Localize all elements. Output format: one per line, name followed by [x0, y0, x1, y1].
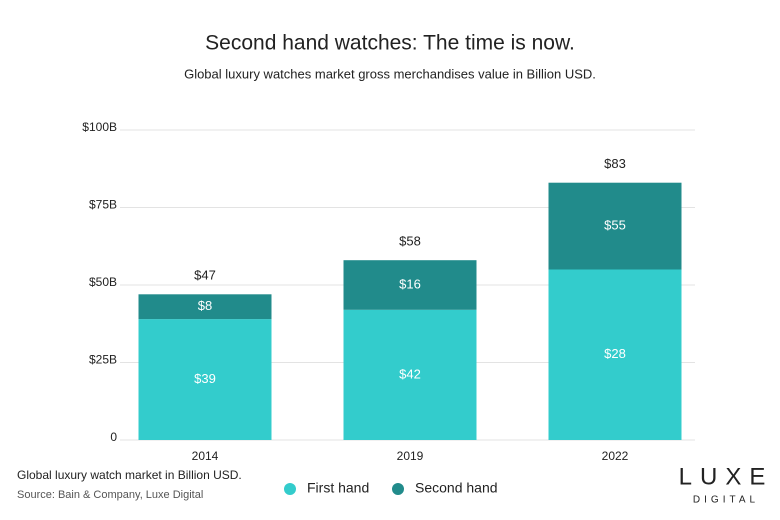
legend-swatch: [284, 483, 296, 495]
value-label: $8: [198, 298, 212, 313]
value-label: $39: [194, 371, 216, 386]
x-tick-label: 2014: [192, 449, 219, 463]
bar-segment: [548, 269, 682, 440]
footnote: Global luxury watch market in Billion US…: [17, 468, 242, 482]
bar-segment: [343, 260, 477, 310]
value-label: $16: [399, 276, 421, 291]
bar-segment: [138, 319, 272, 440]
y-tick-label: $50B: [89, 275, 117, 289]
x-tick-label: 2022: [602, 449, 629, 463]
x-tick-label: 2019: [397, 449, 424, 463]
chart-title: Second hand watches: The time is now.: [205, 32, 575, 55]
y-tick-label: $25B: [89, 353, 117, 367]
total-label: $47: [194, 268, 216, 283]
legend-label: First hand: [307, 480, 369, 496]
total-label: $58: [399, 234, 421, 249]
source: Source: Bain & Company, Luxe Digital: [17, 489, 203, 501]
total-label: $83: [604, 156, 626, 171]
y-tick-label: $100B: [82, 120, 117, 134]
legend-label: Second hand: [415, 480, 498, 496]
value-label: $28: [604, 346, 626, 361]
bar-segment: [138, 294, 272, 320]
y-tick-label: 0: [110, 430, 117, 444]
bar-segment: [343, 309, 477, 440]
y-tick-label: $75B: [89, 198, 117, 212]
bar-segment: [548, 182, 682, 270]
legend-swatch: [392, 483, 404, 495]
logo-bottom: DIGITAL: [693, 495, 759, 506]
value-label: $42: [399, 366, 421, 381]
chart-subtitle: Global luxury watches market gross merch…: [184, 66, 596, 81]
value-label: $55: [604, 218, 626, 233]
logo-top: LUXE: [679, 463, 774, 490]
